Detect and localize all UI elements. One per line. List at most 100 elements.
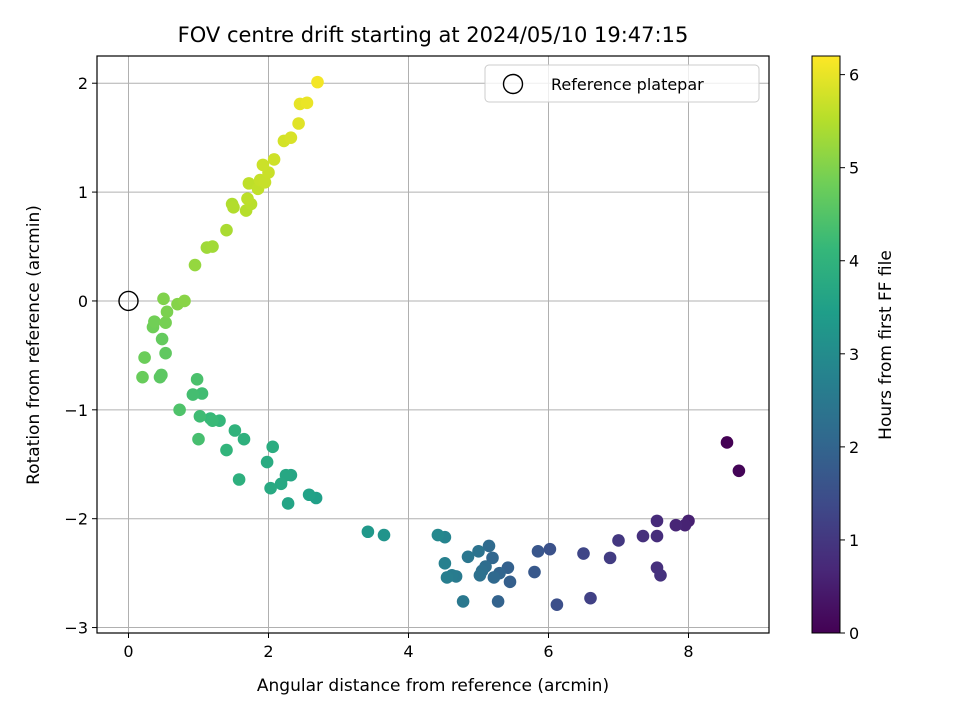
data-point [138,351,151,364]
y-tick-label: −3 [64,619,88,638]
data-point [482,539,496,553]
data-point [491,595,505,608]
colorbar-label: Hours from first FF file [876,250,896,440]
data-point [550,598,564,611]
data-point [281,497,295,510]
data-point [206,240,219,253]
data-point [148,315,161,328]
reference-marker [118,290,139,312]
data-point [720,436,734,449]
data-point [361,525,375,539]
data-point [241,192,254,205]
y-axis-label: Rotation from reference (arcmin) [24,205,44,485]
data-point [258,175,272,189]
x-tick-label: 2 [263,642,273,661]
data-point [160,305,174,319]
data-point [473,569,487,582]
data-point [486,551,499,565]
data-point [155,332,169,346]
data-point [220,223,233,237]
legend-box [484,64,760,103]
data-point [603,551,617,565]
colorbar-tick-label: 1 [849,531,859,550]
legend-label: Reference platepar [551,75,704,94]
legend: Reference platepar [484,64,760,103]
data-point [157,292,170,306]
data-point [461,550,475,564]
data-point [232,473,246,486]
data-point [669,518,683,532]
data-point [577,547,590,560]
y-axis-ticks: −3 −2 −1 0 1 2 [64,74,97,638]
data-point [256,158,270,172]
data-point [678,518,692,532]
x-tick-label: 0 [123,642,133,661]
data-point [377,528,391,542]
x-axis-label: Angular distance from reference (arcmin) [257,676,609,696]
data-point [300,96,314,110]
colorbar-ticks: 0 1 2 3 4 5 6 [840,66,859,643]
data-point [472,545,485,558]
x-tick-label: 4 [403,642,413,661]
data-point [220,443,233,457]
data-point [264,481,277,495]
data-point [487,571,501,584]
data-point [311,75,324,89]
reference-marker-layer [118,290,139,312]
data-point [206,414,219,428]
data-point [260,455,274,469]
data-point [612,534,625,547]
data-point [284,131,298,144]
data-point [227,201,240,214]
x-tick-label: 8 [683,642,693,661]
chart-title: FOV centre drift starting at 2024/05/10 … [178,23,689,47]
data-point [136,370,149,384]
colorbar-tick-label: 2 [849,438,859,457]
data-point [178,294,191,308]
data-point [528,565,541,579]
data-point [438,557,452,570]
data-point [732,464,746,478]
data-point [531,545,545,558]
data-point [650,514,664,528]
legend-marker-icon [502,73,524,95]
data-point [440,571,454,584]
y-tick-label: 1 [78,183,88,202]
data-point [173,403,186,417]
data-point [159,316,172,330]
grid [97,56,769,633]
data-point [543,542,557,556]
data-point [503,575,517,589]
y-tick-label: 2 [78,74,88,93]
y-tick-label: −1 [64,401,88,420]
data-point [654,569,667,582]
data-point [192,432,205,446]
colorbar-tick-label: 5 [849,159,859,178]
data-point [292,117,305,130]
colorbar-tick-label: 4 [849,252,859,271]
y-tick-label: 0 [78,292,88,311]
data-point [266,440,280,454]
data-point [302,488,316,502]
axes-frame [96,55,770,634]
data-point [228,424,242,437]
x-axis-ticks: 0 2 4 6 8 [123,633,694,661]
plot-area [97,56,769,633]
x-tick-label: 6 [543,642,553,661]
data-point [190,373,204,386]
data-point [159,346,172,360]
data-point [431,528,445,542]
data-point [188,258,202,272]
data-point [237,432,251,446]
data-point [456,595,470,608]
colorbar-tick-label: 0 [849,624,859,643]
data-point [650,529,664,543]
data-point [267,153,281,166]
data-point [584,591,597,605]
colorbar-tick-label: 3 [849,345,859,364]
data-point [274,477,288,491]
colorbar [811,55,841,634]
y-tick-label: −2 [64,510,88,529]
data-point [193,410,207,423]
